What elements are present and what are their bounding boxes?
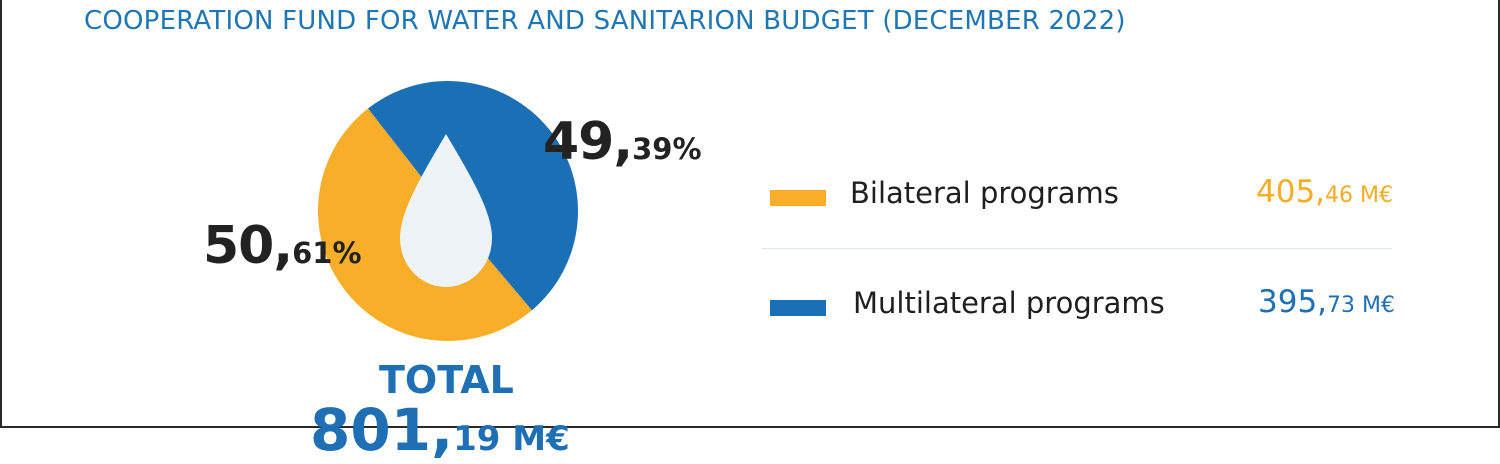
legend-value-multilateral-int: 395, bbox=[1258, 284, 1328, 320]
legend-value-bilateral: 405,46 M€ bbox=[1256, 174, 1393, 210]
multilateral-percent-int: 49, bbox=[543, 112, 633, 172]
legend-value-bilateral-int: 405, bbox=[1256, 174, 1326, 210]
bilateral-percent-int: 50, bbox=[203, 216, 293, 276]
multilateral-percent-dec: 39% bbox=[632, 132, 702, 166]
legend-divider bbox=[762, 248, 1392, 249]
pie-chart bbox=[318, 80, 579, 341]
legend-item-bilateral: Bilateral programs 405,46 M€ bbox=[770, 174, 1470, 216]
multilateral-percent-label: 49,39% bbox=[543, 112, 702, 172]
chart-title: COOPERATION FUND FOR WATER AND SANITARIO… bbox=[84, 6, 1126, 36]
bilateral-percent-label: 50,61% bbox=[203, 216, 362, 276]
legend-value-multilateral-dec: 73 M€ bbox=[1327, 293, 1395, 318]
legend-value-multilateral: 395,73 M€ bbox=[1258, 284, 1395, 320]
legend-item-multilateral: Multilateral programs 395,73 M€ bbox=[770, 284, 1470, 326]
legend-label-multilateral: Multilateral programs bbox=[853, 286, 1165, 320]
total-value: 801,19 M€ bbox=[310, 396, 570, 464]
legend-swatch-multilateral bbox=[770, 300, 826, 316]
total-value-dec: 19 M€ bbox=[453, 419, 570, 459]
total-value-int: 801, bbox=[310, 396, 454, 464]
total-label: TOTAL bbox=[379, 358, 514, 402]
figure-frame bbox=[0, 0, 1500, 428]
legend-swatch-bilateral bbox=[770, 190, 826, 206]
bilateral-percent-dec: 61% bbox=[292, 236, 362, 270]
water-drop-icon bbox=[400, 134, 492, 287]
legend-value-bilateral-dec: 46 M€ bbox=[1325, 183, 1393, 208]
legend-label-bilateral: Bilateral programs bbox=[850, 176, 1119, 210]
